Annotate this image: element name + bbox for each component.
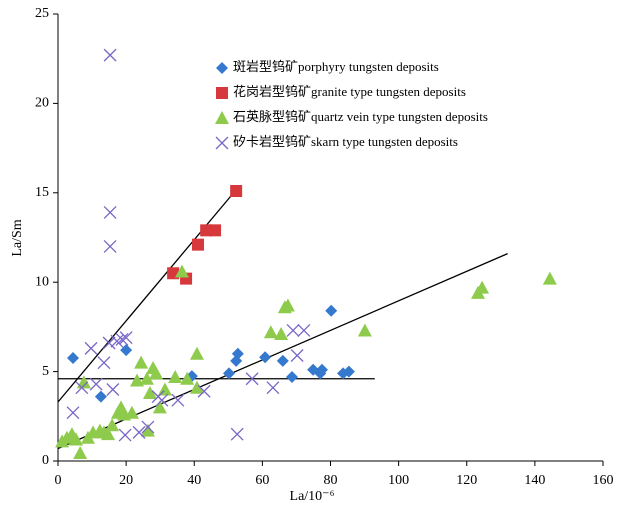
x-tick-label: 160 [593,473,614,488]
point [97,356,111,370]
point [119,331,133,345]
legend-marker [216,87,228,99]
point [110,334,124,348]
x-tick-label: 40 [187,473,201,488]
point [325,304,338,317]
point [189,380,204,394]
point [475,280,490,294]
point [75,381,89,395]
point [171,393,185,407]
x-tick-label: 120 [456,473,477,488]
point [222,367,235,380]
point [89,377,103,391]
x-tick-label: 140 [524,473,545,488]
y-tick-label: 20 [35,96,49,111]
point [103,239,117,253]
point [286,370,299,383]
legend-marker [215,111,229,124]
point [168,369,183,383]
trend-line [57,190,236,403]
point [141,420,155,434]
point [66,352,79,365]
point [542,271,557,285]
point [132,425,146,439]
point [94,390,107,403]
point [103,206,117,219]
legend-label: 石英脉型钨矿quartz vein type tungsten deposits [233,109,488,124]
point [152,400,167,414]
point [66,406,80,420]
y-tick-label: 10 [35,274,49,289]
point [290,349,304,362]
point [266,381,280,395]
point [259,351,272,364]
point [357,323,372,337]
point [280,298,295,312]
point [286,324,300,337]
point [180,371,195,385]
y-tick-label: 0 [42,453,49,468]
y-tick-label: 25 [35,6,49,21]
point [230,185,243,198]
point [263,325,278,339]
legend-label: 花岗岩型钨矿granite type tungsten deposits [233,84,466,99]
point [103,48,117,62]
point [191,238,204,251]
point [118,428,132,442]
point [276,354,289,367]
point [84,341,98,355]
legend-label: 矽卡岩型钨矿skarn type tungsten deposits [233,134,458,149]
point [155,393,169,407]
point [142,386,157,400]
point [140,423,155,437]
point [101,427,116,441]
point [139,371,154,385]
point [209,224,222,237]
point [149,366,164,380]
point [73,445,88,459]
point [106,383,120,396]
x-tick-label: 80 [324,473,338,488]
y-axis-label: La/Sm [10,219,25,256]
x-tick-label: 100 [388,473,409,488]
point [69,432,84,446]
point [102,336,116,350]
legend-label: 斑岩型钨矿porphyry tungsten deposits [233,59,439,74]
y-tick-label: 5 [42,364,49,379]
point [115,332,129,346]
point [120,344,133,357]
point [274,327,289,341]
legend-marker [215,136,229,150]
point [130,373,145,387]
x-tick-label: 0 [55,473,62,488]
x-axis-label: La/10⁻⁶ [290,489,335,504]
point [315,363,328,376]
point [76,375,91,389]
point [157,382,172,396]
point [342,365,355,378]
y-tick-label: 15 [35,185,49,200]
point [197,384,211,398]
x-tick-label: 20 [119,473,133,488]
point [134,355,149,369]
point [230,427,244,441]
point [297,324,311,337]
point [231,347,244,360]
point [105,418,120,432]
point [245,372,259,386]
x-tick-label: 60 [255,473,269,488]
legend-marker [216,62,228,74]
point [174,264,189,278]
point [189,346,204,360]
point [124,405,139,419]
